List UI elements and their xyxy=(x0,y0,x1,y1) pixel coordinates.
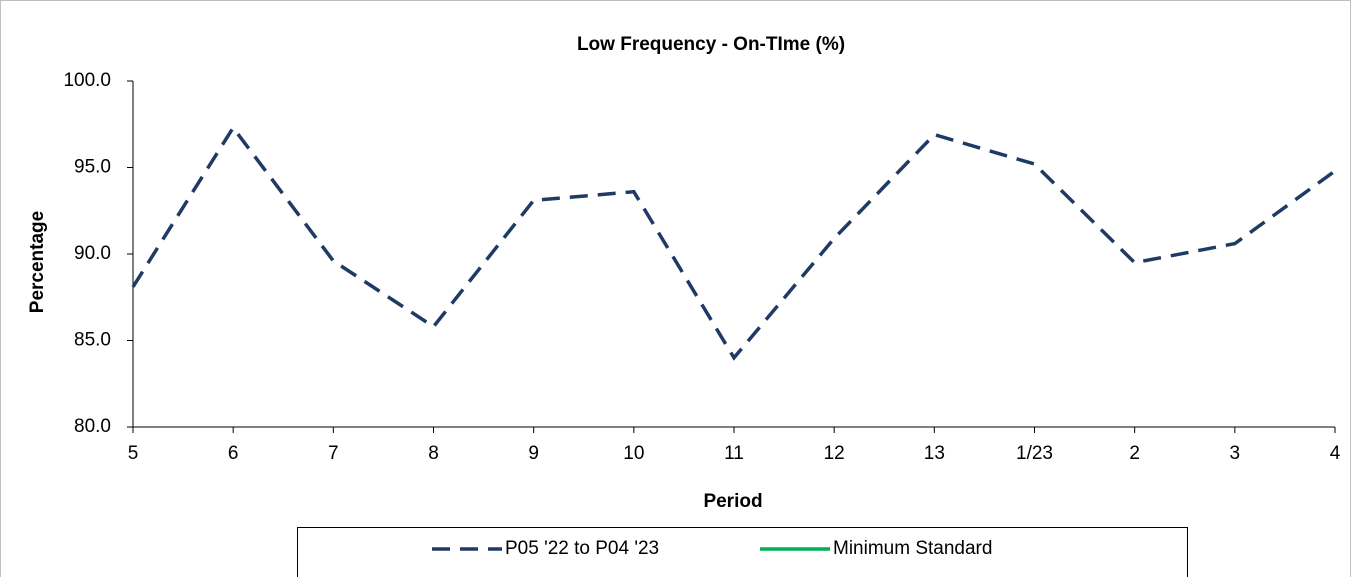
x-tick-label: 4 xyxy=(1330,443,1341,464)
x-tick-label: 9 xyxy=(528,443,539,464)
x-tick-label: 13 xyxy=(924,443,945,464)
y-tick-label: 80.0 xyxy=(74,416,111,437)
x-tick-label: 1/23 xyxy=(1016,443,1053,464)
x-tick-label: 5 xyxy=(128,443,139,464)
chart-title: Low Frequency - On-TIme (%) xyxy=(577,34,845,55)
x-tick-label: 7 xyxy=(328,443,339,464)
legend-box xyxy=(297,527,1188,577)
y-tick-label: 100.0 xyxy=(63,70,111,91)
y-tick-label: 95.0 xyxy=(74,157,111,178)
x-tick-label: 12 xyxy=(824,443,845,464)
legend-label: Minimum Standard xyxy=(833,538,992,559)
x-tick-label: 6 xyxy=(228,443,239,464)
series-line xyxy=(131,124,1337,361)
x-tick-label: 2 xyxy=(1129,443,1140,464)
x-tick-label: 8 xyxy=(428,443,439,464)
x-tick-label: 3 xyxy=(1230,443,1241,464)
x-tick-label: 11 xyxy=(724,443,744,464)
y-axis-label: Percentage xyxy=(27,211,48,313)
y-tick-label: 90.0 xyxy=(74,243,111,264)
y-tick-label: 85.0 xyxy=(74,330,111,351)
x-axis-label: Period xyxy=(703,491,762,512)
x-tick-label: 10 xyxy=(623,443,644,464)
legend-label: P05 '22 to P04 '23 xyxy=(505,538,659,559)
